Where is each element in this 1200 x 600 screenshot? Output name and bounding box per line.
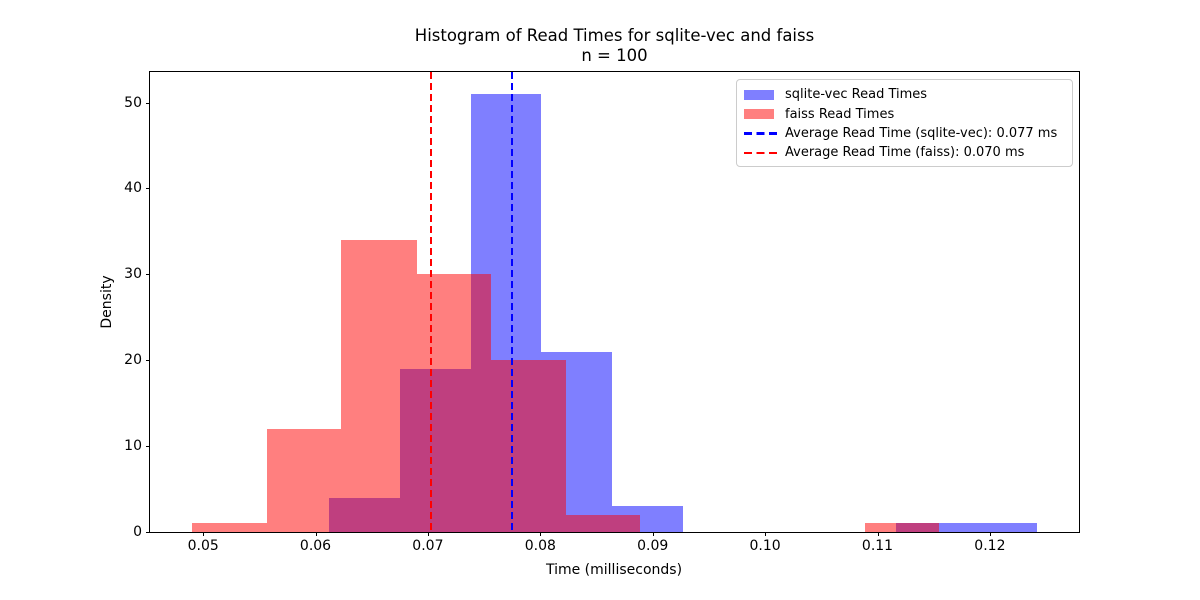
patch-icon — [744, 89, 774, 100]
chart-subtitle: n = 100 — [581, 46, 648, 65]
x-tick — [315, 532, 317, 536]
y-tick — [146, 274, 150, 276]
x-tick — [203, 532, 205, 536]
legend-patch-swatch — [744, 89, 777, 100]
histogram-bar-faiss — [267, 428, 342, 532]
y-tick-label: 0 — [133, 524, 142, 540]
x-tick — [652, 532, 654, 536]
legend-patch-swatch — [744, 109, 777, 120]
y-tick — [146, 360, 150, 362]
legend-row: faiss Read Times — [744, 104, 1064, 123]
legend-row: Average Read Time (faiss): 0.070 ms — [744, 143, 1064, 162]
histogram-bar-faiss — [416, 274, 491, 532]
x-tick — [989, 532, 991, 536]
histogram-bar-faiss — [341, 239, 417, 532]
y-tick — [146, 532, 150, 533]
x-tick — [765, 532, 767, 536]
legend-label: Average Read Time (sqlite-vec): 0.077 ms — [785, 125, 1058, 141]
histogram-bar-faiss — [566, 514, 641, 532]
y-tick-label: 40 — [124, 180, 142, 197]
y-tick-label: 50 — [124, 94, 142, 111]
y-tick — [146, 188, 150, 190]
mean-line-faiss — [430, 72, 433, 532]
x-tick-label: 0.08 — [524, 538, 556, 554]
y-axis-label: Density — [99, 275, 115, 329]
x-tick-label: 0.05 — [187, 538, 219, 554]
histogram-bar-faiss — [191, 523, 268, 532]
dashed-line-icon — [744, 132, 777, 135]
x-tick — [877, 532, 879, 536]
x-tick — [427, 532, 429, 536]
x-tick-label: 0.06 — [299, 538, 332, 554]
dashed-line-icon — [744, 151, 777, 155]
y-tick — [146, 102, 150, 104]
legend-row: Average Read Time (sqlite-vec): 0.077 ms — [744, 124, 1064, 143]
patch-icon — [744, 109, 774, 120]
histogram-bar-faiss — [865, 523, 940, 532]
legend: sqlite-vec Read Times faiss Read Times Ave… — [736, 79, 1073, 167]
legend-dashed-line-swatch — [744, 132, 777, 135]
y-tick — [146, 446, 150, 448]
x-tick — [540, 532, 542, 536]
y-tick-label: 30 — [124, 266, 142, 283]
x-tick-label: 0.11 — [861, 538, 894, 554]
chart-title: Histogram of Read Times for sqlite-vec a… — [414, 26, 815, 45]
histogram-bar-sqlite-vec — [966, 523, 1038, 532]
legend-label: Average Read Time (faiss): 0.070 ms — [785, 145, 1025, 161]
x-tick-label: 0.09 — [637, 538, 669, 554]
x-tick-label: 0.07 — [412, 538, 444, 554]
x-axis-label: Time (milliseconds) — [545, 562, 683, 578]
y-tick-label: 20 — [124, 352, 142, 369]
chart-title-block: Histogram of Read Times for sqlite-vec a… — [149, 26, 1080, 66]
mean-line-sqlite-vec — [511, 72, 514, 532]
y-tick-label: 10 — [124, 438, 142, 455]
x-tick-label: 0.12 — [974, 538, 1006, 554]
legend-dashed-line-swatch — [744, 151, 777, 155]
x-tick-label: 0.10 — [749, 538, 781, 554]
legend-row: sqlite-vec Read Times — [744, 85, 1064, 104]
histogram-bar-faiss — [490, 360, 567, 532]
legend-label: faiss Read Times — [785, 106, 895, 122]
legend-label: sqlite-vec Read Times — [785, 87, 928, 103]
